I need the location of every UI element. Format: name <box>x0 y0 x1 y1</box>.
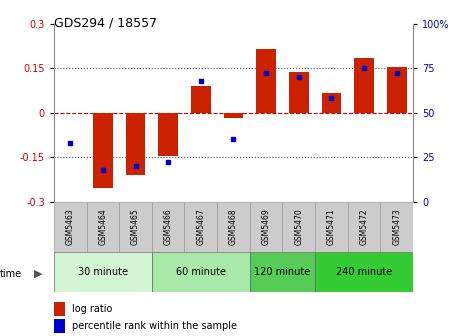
Bar <box>315 202 348 252</box>
Bar <box>119 202 152 252</box>
Bar <box>152 252 250 292</box>
Text: percentile rank within the sample: percentile rank within the sample <box>72 321 237 331</box>
Text: 60 minute: 60 minute <box>176 267 226 277</box>
Text: 30 minute: 30 minute <box>78 267 128 277</box>
Bar <box>185 202 217 252</box>
Text: GSM5466: GSM5466 <box>164 208 173 245</box>
Bar <box>152 202 185 252</box>
Text: 120 minute: 120 minute <box>254 267 311 277</box>
Text: GSM5470: GSM5470 <box>294 208 303 245</box>
Bar <box>380 202 413 252</box>
Bar <box>87 202 119 252</box>
Bar <box>250 252 315 292</box>
Bar <box>217 202 250 252</box>
Bar <box>93 113 113 188</box>
Bar <box>158 113 178 156</box>
Bar <box>250 202 282 252</box>
Bar <box>54 202 87 252</box>
Text: GDS294 / 18557: GDS294 / 18557 <box>54 17 157 30</box>
Bar <box>54 252 152 292</box>
Text: ▶: ▶ <box>34 269 42 279</box>
Text: GSM5465: GSM5465 <box>131 208 140 245</box>
Bar <box>354 58 374 113</box>
Bar <box>289 73 308 113</box>
Text: time: time <box>0 269 22 279</box>
Text: GSM5467: GSM5467 <box>196 208 205 245</box>
Bar <box>126 113 145 175</box>
Bar <box>191 86 211 113</box>
Text: GSM5463: GSM5463 <box>66 208 75 245</box>
Text: GSM5464: GSM5464 <box>98 208 107 245</box>
Text: 240 minute: 240 minute <box>336 267 392 277</box>
Text: GSM5473: GSM5473 <box>392 208 401 245</box>
Bar <box>282 202 315 252</box>
Bar <box>321 93 341 113</box>
Bar <box>315 252 413 292</box>
Bar <box>348 202 380 252</box>
Bar <box>387 67 406 113</box>
Bar <box>256 49 276 113</box>
Text: GSM5468: GSM5468 <box>229 208 238 245</box>
Text: log ratio: log ratio <box>72 304 112 314</box>
Text: GSM5471: GSM5471 <box>327 208 336 245</box>
Text: GSM5469: GSM5469 <box>262 208 271 245</box>
Bar <box>224 113 243 119</box>
Text: GSM5472: GSM5472 <box>360 208 369 245</box>
